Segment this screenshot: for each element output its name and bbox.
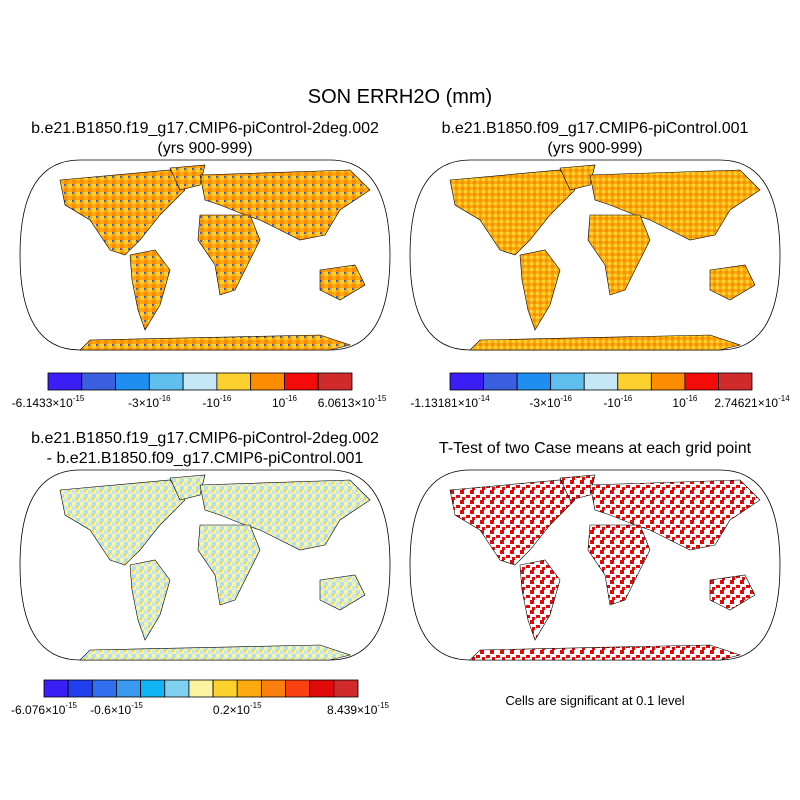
- map-panel-4: [409, 469, 781, 661]
- colorbar-box: [550, 372, 585, 391]
- map-panel-2: [409, 159, 781, 351]
- colorbar-box: [148, 372, 184, 391]
- colorbar-box: [285, 679, 311, 698]
- label-exponent: -16: [686, 394, 698, 403]
- colorbar-box: [216, 372, 252, 391]
- colorbar-box: [115, 372, 150, 391]
- colorbar-box: [284, 372, 319, 391]
- colorbar-box: [91, 679, 117, 698]
- colorbar-label: -3×10-16: [128, 394, 171, 410]
- panel-title: - b.e21.B1850.f09_g17.CMIP6-piControl.00…: [47, 450, 364, 467]
- label-exponent: -15: [65, 701, 77, 710]
- colorbar-box: [260, 679, 286, 698]
- label-mantissa: -3×10: [529, 396, 560, 410]
- colorbar-label: -10-16: [202, 394, 231, 410]
- label-mantissa: 8.439×10: [327, 703, 378, 717]
- colorbar-box: [236, 679, 262, 698]
- colorbar-box: [583, 372, 619, 391]
- label-mantissa: 6.0613×10: [318, 396, 375, 410]
- colorbar-label: -3×10-16: [529, 394, 572, 410]
- colorbar-label: -10-16: [603, 394, 632, 410]
- colorbar-box: [309, 679, 335, 698]
- colorbar-label: 6.0613×10-15: [318, 394, 387, 410]
- label-exponent: -15: [73, 394, 85, 403]
- panel-title: T-Test of two Case means at each grid po…: [439, 440, 752, 457]
- map-panel-3: [19, 469, 391, 661]
- colorbar-box: [617, 372, 652, 391]
- label-mantissa: 0.2×10: [213, 703, 250, 717]
- colorbar-box: [43, 679, 69, 698]
- map-panel-1: [19, 159, 391, 351]
- label-exponent: -14: [478, 394, 490, 403]
- colorbar-box: [47, 372, 83, 391]
- label-mantissa: -10: [202, 396, 220, 410]
- label-exponent: -16: [560, 394, 572, 403]
- colorbar-box: [182, 372, 218, 391]
- colorbar-box: [516, 372, 552, 391]
- colorbar-box: [164, 679, 190, 698]
- colorbar-label: -6.1433×10-15: [12, 394, 85, 410]
- label-mantissa: -0.6×10: [90, 703, 131, 717]
- colorbar-label: 10-16: [672, 394, 697, 410]
- label-exponent: -16: [621, 394, 633, 403]
- colorbar-box: [333, 679, 359, 698]
- label-exponent: -15: [375, 394, 387, 403]
- label-exponent: -15: [250, 701, 262, 710]
- label-mantissa: -6.076×10: [11, 703, 66, 717]
- colorbar-label: 0.2×10-15: [213, 701, 262, 717]
- label-exponent: -16: [220, 394, 232, 403]
- figure-title: SON ERRH2O (mm): [308, 86, 492, 108]
- colorbar-box: [684, 372, 719, 391]
- label-mantissa: -6.1433×10: [12, 396, 73, 410]
- colorbar-box: [81, 372, 116, 391]
- panel-title: b.e21.B1850.f19_g17.CMIP6-piControl-2deg…: [31, 120, 379, 137]
- colorbar-label: 10-16: [272, 394, 297, 410]
- label-exponent: -16: [285, 394, 297, 403]
- panel-title: (yrs 900-999): [157, 140, 252, 157]
- colorbar-label: -1.13181×10-14: [410, 394, 490, 410]
- colorbar-label: -0.6×10-15: [90, 701, 143, 717]
- panel-title: b.e21.B1850.f19_g17.CMIP6-piControl-2deg…: [31, 430, 379, 447]
- colorbar-label: 2.74621×10-14: [714, 394, 790, 410]
- colorbar-label: -6.076×10-15: [11, 701, 78, 717]
- colorbar-box: [67, 679, 93, 698]
- colorbar-box: [483, 372, 518, 391]
- colorbar-box: [116, 679, 142, 698]
- colorbar-box: [449, 372, 484, 391]
- label-exponent: -14: [778, 394, 790, 403]
- colorbar-box: [317, 372, 353, 391]
- panel-note: Cells are significant at 0.1 level: [505, 693, 684, 708]
- label-mantissa: -3×10: [128, 396, 159, 410]
- colorbar-box: [140, 679, 166, 698]
- colorbar-box: [212, 679, 238, 698]
- label-exponent: -15: [377, 701, 389, 710]
- colorbar-box: [188, 679, 214, 698]
- label-exponent: -15: [131, 701, 143, 710]
- colorbar-box: [718, 372, 753, 391]
- label-mantissa: 2.74621×10: [714, 396, 778, 410]
- label-mantissa: -1.13181×10: [410, 396, 478, 410]
- colorbar-box: [250, 372, 285, 391]
- label-mantissa: -10: [603, 396, 621, 410]
- colorbar-box: [650, 372, 686, 391]
- label-mantissa: 10: [672, 396, 686, 410]
- panel-title: (yrs 900-999): [547, 140, 642, 157]
- label-mantissa: 10: [272, 396, 286, 410]
- panel-title: b.e21.B1850.f09_g17.CMIP6-piControl.001: [442, 120, 749, 137]
- label-exponent: -16: [159, 394, 171, 403]
- colorbar-label: 8.439×10-15: [327, 701, 390, 717]
